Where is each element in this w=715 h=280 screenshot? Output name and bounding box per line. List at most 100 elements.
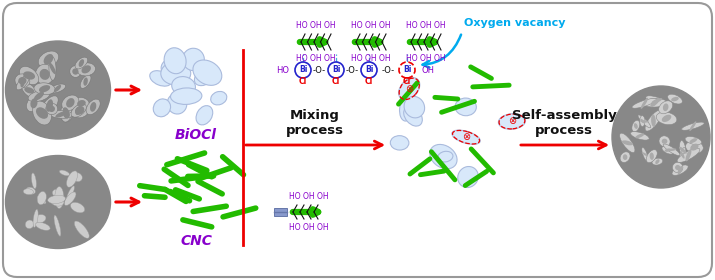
Ellipse shape [164,48,186,74]
Ellipse shape [55,111,67,118]
Ellipse shape [672,165,688,175]
Ellipse shape [6,41,111,139]
Ellipse shape [90,102,97,112]
Ellipse shape [28,90,50,102]
Ellipse shape [21,78,25,87]
Ellipse shape [438,151,453,162]
FancyBboxPatch shape [3,3,712,277]
Text: Bi: Bi [365,64,373,74]
Ellipse shape [651,115,656,127]
Ellipse shape [34,83,55,95]
Ellipse shape [71,103,89,118]
Ellipse shape [33,101,51,125]
Ellipse shape [650,99,660,107]
Ellipse shape [86,99,100,115]
Ellipse shape [16,75,29,90]
Ellipse shape [662,115,671,122]
Ellipse shape [642,152,648,156]
Ellipse shape [650,153,654,160]
Ellipse shape [390,136,409,150]
Ellipse shape [690,144,699,151]
Ellipse shape [72,68,79,75]
Ellipse shape [71,104,87,117]
Text: HO OH OH: HO OH OH [289,192,329,201]
Ellipse shape [400,97,413,121]
Ellipse shape [620,152,630,162]
Ellipse shape [84,78,88,86]
Text: Cl: Cl [299,76,307,85]
Ellipse shape [19,66,39,85]
Ellipse shape [61,107,72,122]
Ellipse shape [153,99,171,117]
Ellipse shape [642,147,648,161]
Ellipse shape [631,132,649,140]
Text: OH: OH [421,66,434,74]
Ellipse shape [51,197,64,206]
Ellipse shape [404,106,423,126]
Ellipse shape [66,171,78,187]
Ellipse shape [638,115,651,128]
Ellipse shape [194,67,217,86]
Ellipse shape [659,101,673,114]
Text: HO OH OH: HO OH OH [406,21,446,30]
Ellipse shape [52,189,61,197]
Ellipse shape [193,60,222,85]
Ellipse shape [75,106,84,115]
Ellipse shape [149,71,172,86]
Ellipse shape [161,62,191,85]
Ellipse shape [49,62,56,74]
Ellipse shape [39,85,50,92]
Ellipse shape [679,141,686,160]
Text: Bi: Bi [332,64,340,74]
Ellipse shape [635,134,644,138]
Ellipse shape [79,59,84,67]
Ellipse shape [59,170,69,176]
Text: Self-assembly
process: Self-assembly process [512,109,616,137]
Ellipse shape [641,119,644,123]
Ellipse shape [15,74,30,88]
Ellipse shape [498,114,526,129]
Ellipse shape [66,186,74,200]
Ellipse shape [681,151,684,159]
Ellipse shape [652,158,663,165]
Ellipse shape [48,195,66,204]
Ellipse shape [404,96,425,118]
Ellipse shape [641,98,648,109]
Text: HO OH OH: HO OH OH [406,54,446,63]
Ellipse shape [685,137,701,145]
Ellipse shape [681,122,704,130]
Ellipse shape [30,98,37,108]
Text: -O-: -O- [346,66,359,74]
Text: ⊗: ⊗ [405,84,413,94]
Ellipse shape [55,186,64,208]
Ellipse shape [63,111,70,118]
Ellipse shape [399,78,420,100]
Ellipse shape [621,140,633,145]
Ellipse shape [612,86,710,188]
Ellipse shape [19,77,26,85]
Ellipse shape [49,84,66,93]
Ellipse shape [37,192,46,205]
Text: ⊗: ⊗ [462,132,470,142]
Ellipse shape [675,165,680,170]
Ellipse shape [679,148,686,163]
Ellipse shape [44,54,54,65]
Ellipse shape [74,221,89,238]
Ellipse shape [659,136,670,147]
Ellipse shape [662,146,674,154]
Ellipse shape [689,121,696,131]
Ellipse shape [663,144,680,156]
Ellipse shape [455,98,476,116]
Ellipse shape [161,59,184,78]
Ellipse shape [458,167,478,188]
Ellipse shape [66,98,74,108]
Text: Cl: Cl [403,76,411,85]
Ellipse shape [678,166,683,174]
Ellipse shape [24,189,34,195]
Ellipse shape [36,222,50,230]
Ellipse shape [655,159,659,164]
Ellipse shape [54,85,61,92]
Ellipse shape [172,76,195,96]
Ellipse shape [70,66,81,77]
Ellipse shape [80,75,91,88]
